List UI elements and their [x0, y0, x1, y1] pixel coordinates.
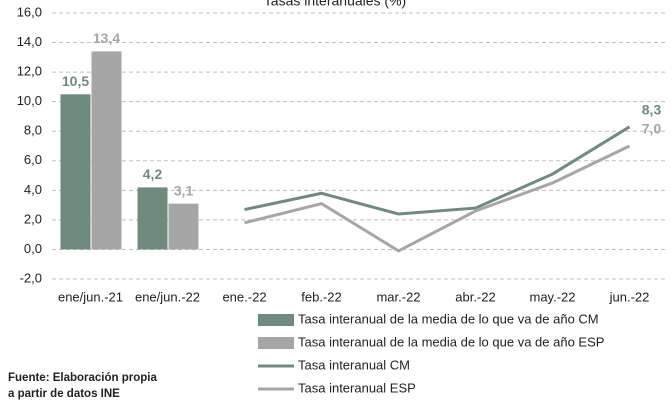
y-tick-label: 8,0: [24, 123, 42, 138]
y-tick-label: 0,0: [24, 241, 42, 256]
y-tick-label: 2,0: [24, 211, 42, 226]
value-label: 8,3: [642, 101, 662, 117]
legend-label: Tasa interanual de la media de lo que va…: [298, 334, 604, 349]
line: [244, 125, 631, 216]
y-tick-label: -2,0: [20, 270, 42, 285]
y-tick-label: 16,0: [17, 4, 42, 19]
source-note: a partir de datos INE: [8, 388, 120, 400]
legend-swatch: [258, 314, 294, 326]
bar: [137, 187, 168, 250]
x-tick-label: ene.-22: [222, 289, 266, 304]
value-label: 13,4: [93, 30, 120, 46]
legend-label: Tasa interanual CM: [298, 357, 410, 372]
x-tick-label: jun.-22: [609, 289, 650, 304]
legend-label: Tasa interanual de la media de lo que va…: [298, 311, 599, 326]
source-note: Fuente: Elaboración propia: [8, 372, 157, 384]
x-tick-label: feb.-22: [301, 289, 341, 304]
x-tick-label: may.-22: [530, 289, 576, 304]
value-label: 4,2: [143, 166, 163, 182]
value-label: 10,5: [62, 73, 89, 89]
x-tick-label: mar.-22: [376, 289, 420, 304]
bar: [168, 203, 199, 250]
y-tick-label: 10,0: [17, 93, 42, 108]
y-tick-label: 6,0: [24, 152, 42, 167]
x-tick-label: ene/jun.-22: [135, 289, 200, 304]
value-label: 3,1: [174, 182, 194, 198]
chart-title: Tasas interanuales (%): [264, 0, 406, 9]
value-label: 7,0: [642, 121, 662, 137]
bar: [60, 94, 91, 250]
x-tick-label: ene/jun.-21: [58, 289, 123, 304]
y-tick-label: 14,0: [17, 34, 42, 49]
y-tick-label: 4,0: [24, 182, 42, 197]
line: [244, 144, 631, 253]
bar: [91, 51, 122, 250]
legend-label: Tasa interanual ESP: [298, 380, 416, 395]
legend-swatch: [258, 337, 294, 349]
x-tick-label: abr.-22: [455, 289, 495, 304]
y-tick-label: 12,0: [17, 64, 42, 79]
